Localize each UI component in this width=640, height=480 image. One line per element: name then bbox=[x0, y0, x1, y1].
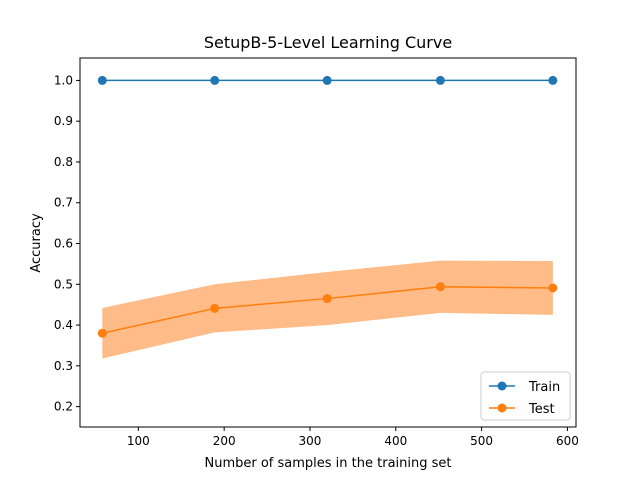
y-tick-label: 0.8 bbox=[54, 155, 73, 169]
y-tick-label: 0.5 bbox=[54, 277, 73, 291]
legend: Train Test bbox=[480, 371, 571, 421]
y-tick-label: 0.7 bbox=[54, 196, 73, 210]
plot-frame bbox=[79, 57, 577, 428]
x-tick-label: 300 bbox=[299, 434, 322, 448]
x-axis: 100 200 300 400 500 600 bbox=[127, 427, 579, 448]
data-point-train bbox=[322, 75, 332, 85]
legend-marker-train bbox=[497, 381, 507, 391]
data-point-test bbox=[322, 294, 332, 304]
y-tick-label: 0.9 bbox=[54, 114, 73, 128]
x-tick-label: 400 bbox=[384, 434, 407, 448]
x-tick-label: 200 bbox=[213, 434, 236, 448]
y-axis-label: Accuracy bbox=[29, 213, 44, 273]
legend-item-test: Test bbox=[489, 402, 555, 417]
y-tick-label: 0.4 bbox=[54, 318, 73, 332]
data-point-test bbox=[435, 282, 445, 292]
data-point-train bbox=[97, 75, 107, 85]
plot-area bbox=[79, 57, 577, 428]
y-tick-label: 1.0 bbox=[54, 73, 73, 87]
data-point-test bbox=[548, 283, 558, 293]
y-axis: 0.2 0.3 0.4 0.5 0.6 0.7 0.8 0.9 1.0 bbox=[54, 73, 80, 414]
y-tick-label: 0.2 bbox=[54, 400, 73, 414]
legend-marker-test bbox=[497, 403, 507, 413]
x-tick-label: 500 bbox=[470, 434, 493, 448]
data-point-train bbox=[435, 75, 445, 85]
data-point-test bbox=[210, 303, 220, 313]
data-point-train bbox=[548, 75, 558, 85]
y-tick-label: 0.6 bbox=[54, 237, 73, 251]
x-axis-label: Number of samples in the training set bbox=[205, 456, 452, 471]
legend-item-train: Train bbox=[489, 380, 560, 395]
y-tick-label: 0.3 bbox=[54, 359, 73, 373]
legend-label-test: Test bbox=[528, 402, 555, 417]
data-point-test bbox=[97, 328, 107, 338]
x-tick-label: 600 bbox=[556, 434, 579, 448]
series-layer bbox=[97, 75, 558, 338]
x-tick-label: 100 bbox=[127, 434, 150, 448]
data-point-train bbox=[210, 75, 220, 85]
chart-title: SetupB-5-Level Learning Curve bbox=[204, 33, 452, 52]
legend-label-train: Train bbox=[528, 380, 560, 395]
